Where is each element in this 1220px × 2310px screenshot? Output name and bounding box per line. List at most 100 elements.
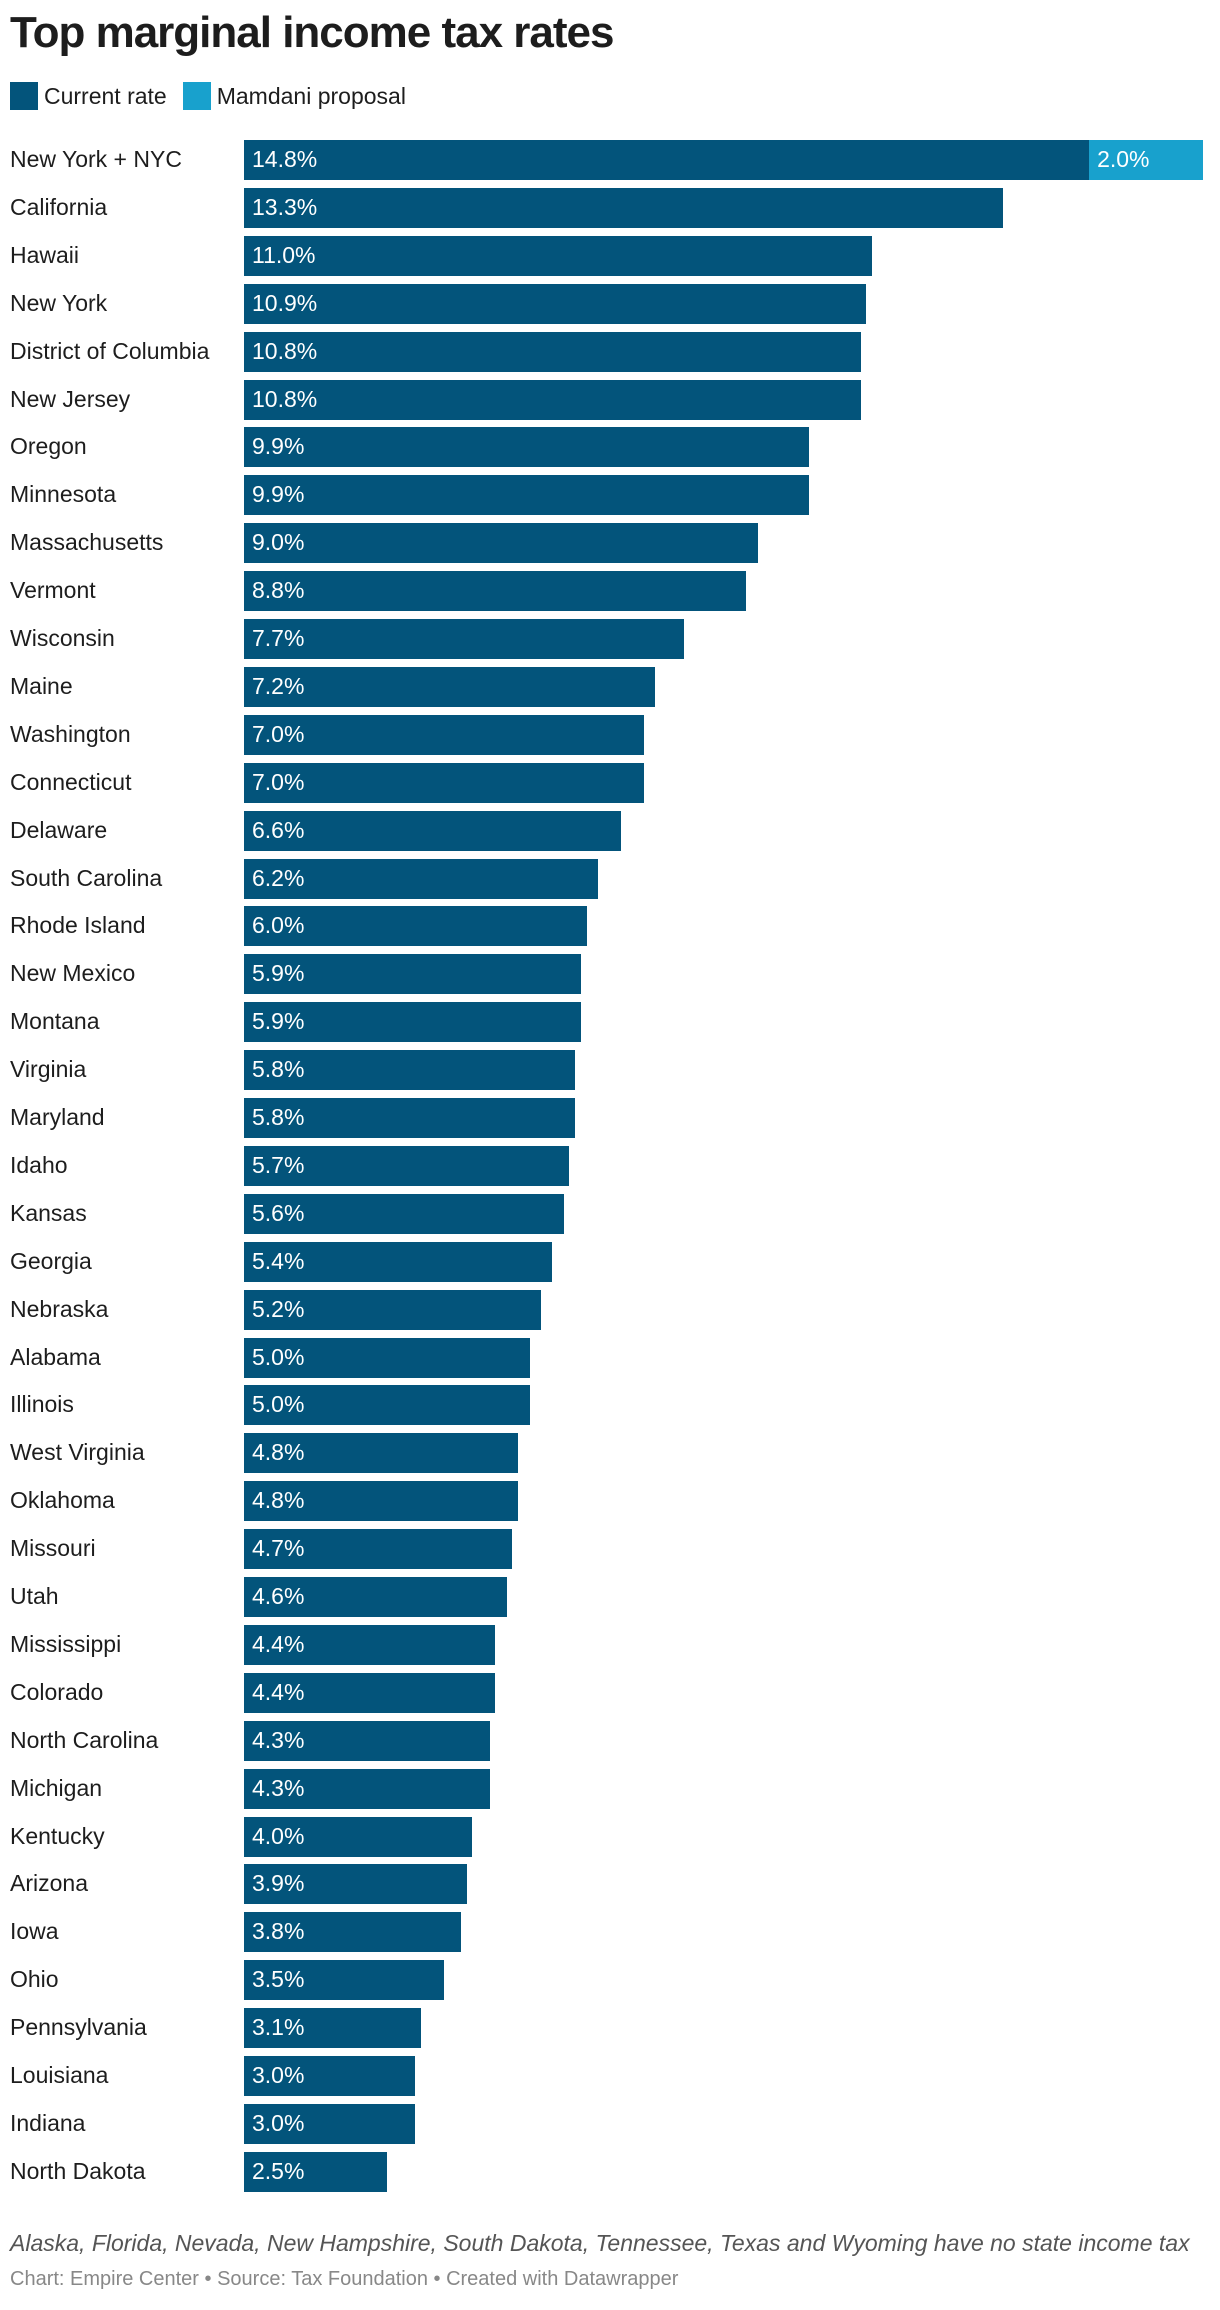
bar-current-rate bbox=[244, 1720, 490, 1761]
data-label: 2.5% bbox=[252, 2157, 305, 2184]
category-label: Kansas bbox=[10, 1199, 87, 1226]
bar-current-rate bbox=[244, 762, 644, 803]
legend-item-current-rate: Current rate bbox=[10, 82, 167, 110]
bar-current-rate bbox=[244, 1481, 519, 1522]
category-label: Oregon bbox=[10, 433, 87, 460]
data-label: 5.7% bbox=[252, 1151, 305, 1178]
bar-current-rate bbox=[244, 1433, 519, 1474]
category-label: Hawaii bbox=[10, 241, 80, 268]
legend-label: Mamdani proposal bbox=[216, 82, 406, 109]
legend: Current rate Mamdani proposal bbox=[10, 82, 422, 110]
category-label: Nebraska bbox=[10, 1295, 109, 1322]
chart-credit: Chart: Empire Center • Source: Tax Found… bbox=[10, 2268, 679, 2290]
data-label: 10.9% bbox=[252, 289, 318, 316]
category-label: North Carolina bbox=[10, 1726, 159, 1753]
bar-current-rate bbox=[244, 1002, 581, 1043]
bar-current-rate bbox=[244, 1912, 461, 1953]
data-label: 3.5% bbox=[252, 1966, 305, 1993]
bar-current-rate bbox=[244, 1529, 513, 1570]
legend-item-mamdani-proposal: Mamdani proposal bbox=[182, 82, 406, 110]
category-label: Minnesota bbox=[10, 481, 117, 508]
category-label: Missouri bbox=[10, 1535, 96, 1562]
category-label: Idaho bbox=[10, 1151, 68, 1178]
data-label: 6.6% bbox=[252, 816, 305, 843]
category-label: New York + NYC bbox=[10, 146, 182, 172]
bar-current-rate bbox=[244, 1098, 576, 1138]
bar-current-rate bbox=[244, 1864, 467, 1905]
data-label: 5.8% bbox=[252, 1104, 305, 1130]
data-label: 4.6% bbox=[252, 1583, 305, 1609]
bar-current-rate bbox=[244, 906, 587, 947]
category-label: Illinois bbox=[10, 1391, 74, 1418]
category-label: North Dakota bbox=[10, 2157, 146, 2184]
category-label: Mississippi bbox=[10, 1630, 122, 1657]
category-label: New Jersey bbox=[10, 385, 131, 412]
bar-current-rate bbox=[244, 2103, 416, 2144]
category-label: Washington bbox=[10, 720, 131, 747]
bar-current-rate bbox=[244, 235, 873, 276]
category-label: Montana bbox=[10, 1008, 100, 1035]
data-label: 4.3% bbox=[252, 1726, 305, 1753]
category-label: Georgia bbox=[10, 1247, 92, 1274]
category-label: District of Columbia bbox=[10, 337, 210, 364]
data-label: 5.9% bbox=[252, 960, 305, 987]
bar-mamdani-proposal bbox=[1089, 140, 1204, 180]
data-label: 4.8% bbox=[252, 1487, 305, 1514]
data-label: 10.8% bbox=[252, 385, 318, 412]
bar-current-rate bbox=[244, 1624, 496, 1665]
bar-current-rate bbox=[244, 1816, 473, 1857]
bar-current-rate bbox=[244, 1960, 444, 2001]
data-label: 8.8% bbox=[252, 577, 305, 604]
category-label: Utah bbox=[10, 1583, 59, 1609]
data-label: 4.7% bbox=[252, 1535, 305, 1562]
legend-label: Current rate bbox=[44, 82, 167, 109]
bar-current-rate bbox=[244, 331, 861, 372]
category-label: Vermont bbox=[10, 577, 96, 604]
bar-current-rate bbox=[244, 283, 867, 324]
category-label: Louisiana bbox=[10, 2062, 109, 2088]
category-label: New York bbox=[10, 289, 108, 316]
category-label: Michigan bbox=[10, 1774, 103, 1801]
data-label: 7.7% bbox=[252, 625, 305, 651]
category-label: Connecticut bbox=[10, 768, 132, 795]
data-label: 4.3% bbox=[252, 1774, 305, 1801]
category-label: Rhode Island bbox=[10, 912, 146, 939]
category-label: Maine bbox=[10, 672, 73, 699]
bar-current-rate bbox=[244, 571, 747, 612]
bar-current-rate bbox=[244, 1145, 570, 1186]
category-label: Ohio bbox=[10, 1966, 59, 1993]
chart-note: Alaska, Florida, Nevada, New Hampshire, … bbox=[10, 2230, 1190, 2256]
bar-chart: New York + NYC 14.8% 2.0% California 13.3% Ha… bbox=[10, 140, 1204, 2192]
data-label: 10.8% bbox=[252, 337, 318, 364]
data-label: 9.0% bbox=[252, 529, 305, 556]
data-label: 5.2% bbox=[252, 1295, 305, 1322]
category-label: Virginia bbox=[10, 1056, 87, 1083]
bar-current-rate bbox=[244, 1385, 530, 1426]
bar-current-rate bbox=[244, 1050, 576, 1091]
data-label: 7.0% bbox=[252, 768, 305, 795]
category-label: South Carolina bbox=[10, 864, 163, 891]
bar-current-rate bbox=[244, 1241, 553, 1282]
bar-current-rate bbox=[244, 187, 1004, 228]
data-label: 6.0% bbox=[252, 912, 305, 939]
category-label: Delaware bbox=[10, 816, 108, 843]
data-label: 5.8% bbox=[252, 1056, 305, 1083]
category-label: Pennsylvania bbox=[10, 2014, 147, 2041]
data-label: 4.0% bbox=[252, 1822, 305, 1849]
bar-current-rate bbox=[244, 1577, 507, 1617]
data-label: 3.1% bbox=[252, 2014, 305, 2041]
category-label: Wisconsin bbox=[10, 625, 115, 651]
category-label: New Mexico bbox=[10, 960, 136, 987]
bar-current-rate bbox=[244, 1193, 564, 1234]
category-label: Maryland bbox=[10, 1104, 105, 1130]
bar-current-rate bbox=[244, 954, 581, 995]
data-label: 3.0% bbox=[252, 2109, 305, 2136]
category-label: Alabama bbox=[10, 1343, 101, 1370]
data-label: 3.9% bbox=[252, 1870, 305, 1897]
data-label: 4.4% bbox=[252, 1630, 305, 1657]
data-label: 5.0% bbox=[252, 1391, 305, 1418]
data-label: 2.0% bbox=[1097, 146, 1150, 172]
category-label: Oklahoma bbox=[10, 1487, 115, 1514]
data-label: 6.2% bbox=[252, 864, 305, 891]
data-label: 3.8% bbox=[252, 1918, 305, 1945]
